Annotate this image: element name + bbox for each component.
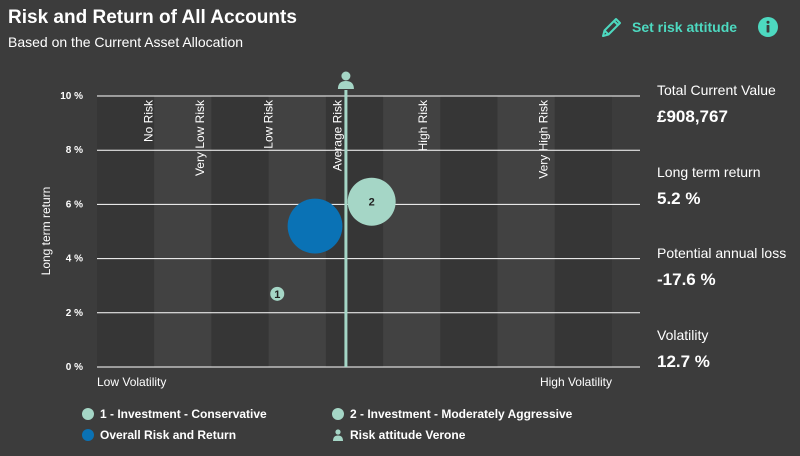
legend-item-conservative[interactable]: 1 - Investment - Conservative — [82, 407, 267, 421]
background-band — [497, 96, 555, 367]
page-subtitle: Based on the Current Asset Allocation — [8, 34, 244, 50]
stat-total-current-value: Total Current Value £908,767 — [657, 82, 797, 127]
stat-long-term-return: Long term return 5.2 % — [657, 164, 797, 209]
data-point — [287, 198, 343, 254]
data-point — [347, 177, 396, 226]
background-band — [383, 96, 441, 367]
risk-band-label: Very High Risk — [536, 99, 550, 179]
y-tick-label: 6 % — [66, 199, 83, 210]
y-axis-label: Long term return — [39, 187, 53, 276]
risk-band-label: Very Low Risk — [193, 99, 207, 176]
person-icon-head — [341, 71, 351, 81]
stat-value: 12.7 % — [657, 352, 710, 371]
risk-band-label: High Risk — [416, 99, 430, 151]
data-point-label: 2 — [369, 197, 375, 209]
risk-band-label: No Risk — [142, 99, 156, 142]
y-tick-label: 8 % — [66, 145, 83, 156]
y-tick-label: 0 % — [66, 362, 83, 373]
pencil-icon — [602, 18, 621, 37]
set-risk-attitude-button[interactable]: Set risk attitude — [600, 15, 737, 39]
data-point-label: 1 — [274, 289, 280, 301]
person-icon — [337, 71, 354, 89]
stat-value: 5.2 % — [657, 189, 701, 208]
data-point — [270, 286, 285, 301]
y-tick-label: 2 % — [66, 308, 83, 319]
background-band — [154, 96, 212, 367]
stat-value: -17.6 % — [657, 270, 716, 289]
legend-item-risk-attitude[interactable]: Risk attitude Verone — [332, 428, 465, 442]
background-band — [440, 96, 498, 367]
legend-label: 1 - Investment - Conservative — [100, 407, 267, 421]
legend-label: 2 - Investment - Moderately Aggressive — [350, 407, 573, 421]
legend-label: Overall Risk and Return — [100, 428, 237, 442]
risk-band-label: Low Risk — [262, 99, 276, 149]
background-band — [554, 96, 612, 367]
risk-band-label: Average Risk — [330, 99, 344, 171]
y-tick-label: 10 % — [60, 91, 83, 102]
person-icon — [333, 429, 343, 441]
stat-value: £908,767 — [657, 107, 728, 126]
stat-label: Long term return — [657, 164, 761, 180]
legend-dot — [82, 429, 94, 441]
page-title: Risk and Return of All Accounts — [8, 7, 297, 28]
set-risk-attitude-label: Set risk attitude — [632, 19, 738, 35]
x-axis-label-high: High Volatility — [540, 375, 612, 389]
background-band — [97, 96, 155, 367]
legend-dot — [82, 408, 94, 420]
risk-return-chart: 0 % 2 % 4 % 6 % 8 % 10 % Long term return Low V… — [39, 71, 640, 389]
legend-item-moderately-aggressive[interactable]: 2 - Investment - Moderately Aggressive — [332, 407, 572, 421]
stat-label: Potential annual loss — [657, 245, 787, 261]
background-band — [211, 96, 269, 367]
stat-volatility: Volatility 12.7 % — [657, 327, 797, 372]
stat-label: Volatility — [657, 327, 709, 343]
legend-dot — [332, 408, 344, 420]
chart-legend: 1 - Investment - Conservative 2 - Invest… — [82, 405, 642, 449]
y-tick-label: 4 % — [66, 254, 83, 265]
info-icon[interactable] — [758, 17, 778, 37]
x-axis-label-low: Low Volatility — [97, 375, 166, 389]
legend-item-overall[interactable]: Overall Risk and Return — [82, 428, 236, 442]
stat-potential-annual-loss: Potential annual loss -17.6 % — [657, 245, 797, 290]
legend-label: Risk attitude Verone — [350, 428, 466, 442]
person-icon-body — [337, 81, 354, 89]
stat-label: Total Current Value — [657, 82, 776, 98]
